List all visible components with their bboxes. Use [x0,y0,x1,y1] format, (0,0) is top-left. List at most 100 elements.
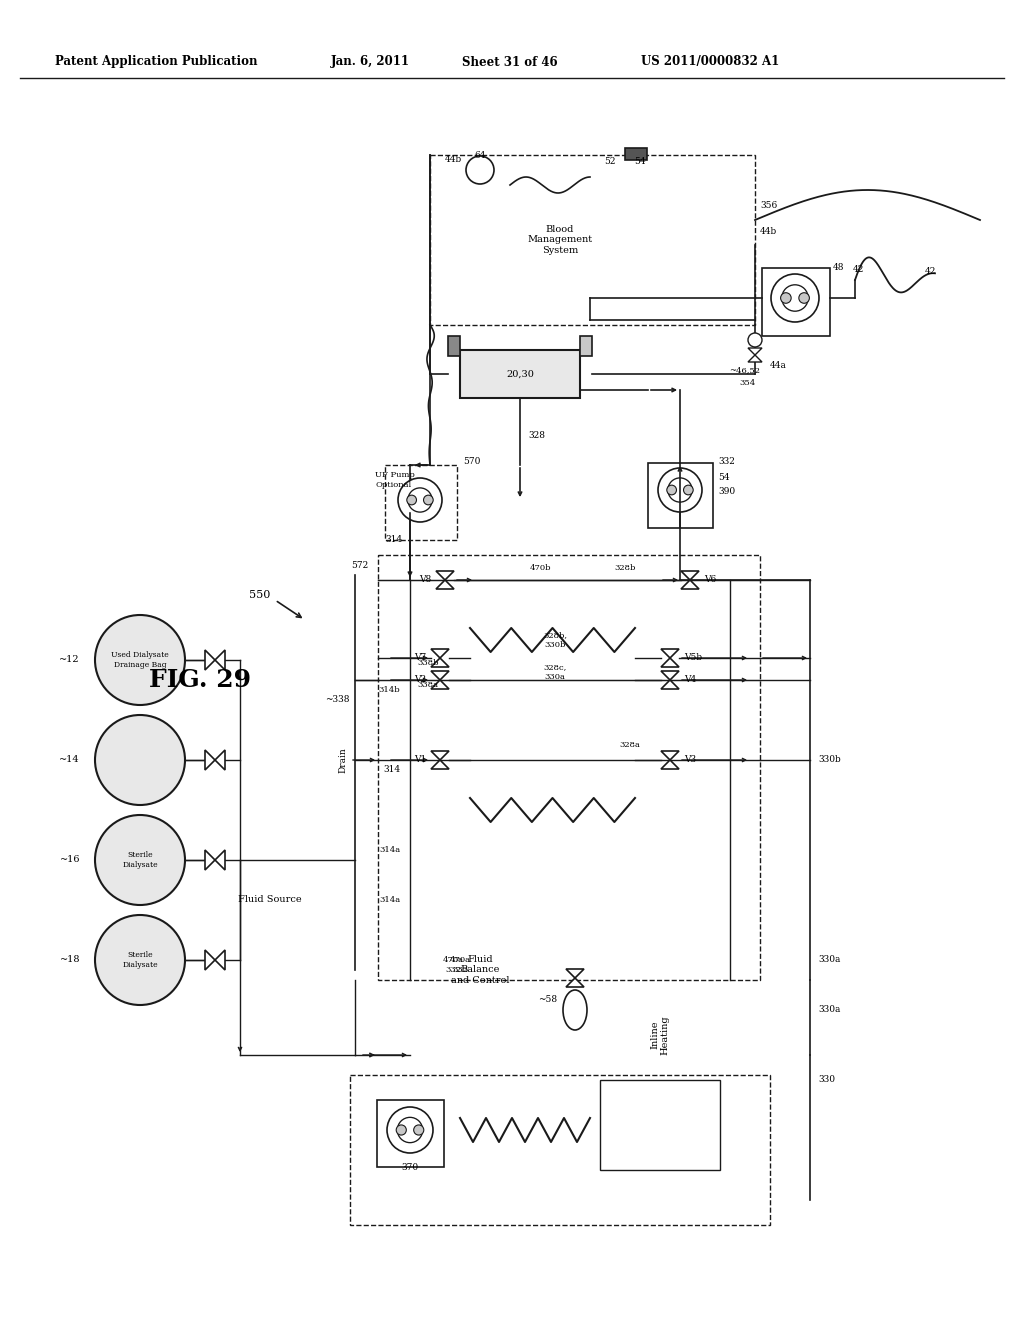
Circle shape [95,814,185,906]
Bar [350,1074,770,1225]
Text: 54: 54 [634,157,646,166]
Polygon shape [436,579,454,589]
Circle shape [667,486,677,495]
Text: V8: V8 [419,576,431,585]
Text: 570: 570 [463,458,480,466]
Text: 338a: 338a [418,681,438,689]
Text: 42: 42 [853,265,864,275]
Polygon shape [662,751,679,760]
Text: 64: 64 [474,150,485,160]
Text: ~12: ~12 [59,656,80,664]
Text: 550: 550 [249,590,270,601]
Text: 44b: 44b [445,156,462,165]
Polygon shape [662,760,679,770]
Text: 338b: 338b [417,659,438,667]
Text: 390: 390 [718,487,735,496]
Text: Sheet 31 of 46: Sheet 31 of 46 [462,55,558,69]
Polygon shape [436,572,454,579]
Circle shape [95,615,185,705]
Ellipse shape [563,990,587,1030]
Text: Inline
Heating: Inline Heating [650,1015,670,1055]
Circle shape [466,156,494,183]
Bar [600,1080,720,1170]
Text: Blood
Management
System: Blood Management System [527,226,593,255]
Text: V6: V6 [705,576,716,585]
Bar [385,465,457,540]
Polygon shape [215,649,225,671]
Text: 20,30: 20,30 [506,370,534,379]
Polygon shape [566,969,584,978]
Polygon shape [681,572,699,579]
Text: V2: V2 [414,676,426,685]
Polygon shape [431,657,449,667]
Polygon shape [215,850,225,870]
Text: 370: 370 [401,1163,419,1172]
Text: 356: 356 [760,201,777,210]
Polygon shape [748,348,762,355]
Text: V1: V1 [414,755,426,764]
Polygon shape [431,649,449,657]
Text: 354: 354 [740,379,756,387]
Circle shape [407,495,417,504]
Polygon shape [205,850,215,870]
Circle shape [780,293,792,304]
Polygon shape [431,671,449,680]
Text: 328: 328 [528,430,545,440]
Circle shape [799,293,809,304]
Bar [377,1100,444,1167]
Text: ~14: ~14 [59,755,80,764]
Polygon shape [205,649,215,671]
Polygon shape [681,579,699,589]
Text: Fluid
Balance
and Control: Fluid Balance and Control [451,956,509,985]
Text: 328b,
330b: 328b, 330b [543,631,567,648]
Text: 314: 314 [385,536,402,544]
Polygon shape [431,751,449,760]
Text: 54: 54 [718,474,730,483]
Polygon shape [662,680,679,689]
Text: 314a: 314a [379,846,400,854]
Circle shape [95,715,185,805]
Text: V5b: V5b [684,653,702,663]
Circle shape [396,1125,407,1135]
Text: 470b: 470b [529,564,551,572]
Text: ~18: ~18 [59,956,80,965]
Text: 328a: 328a [620,741,640,748]
Text: UF Pump
Optional: UF Pump Optional [375,471,415,488]
Polygon shape [431,680,449,689]
Bar [580,337,592,356]
Bar [378,554,760,979]
Polygon shape [215,950,225,970]
Text: Patent Application Publication: Patent Application Publication [55,55,257,69]
Text: 330: 330 [818,1076,835,1085]
Bar [430,154,755,325]
Text: Sterile
Dialysate: Sterile Dialysate [122,851,158,869]
Circle shape [414,1125,424,1135]
Text: 328c,
330a: 328c, 330a [544,664,566,681]
Text: US 2011/0000832 A1: US 2011/0000832 A1 [641,55,779,69]
Polygon shape [662,657,679,667]
Circle shape [658,469,702,512]
Bar [460,350,580,399]
Text: 44a: 44a [770,360,786,370]
Text: 42: 42 [925,268,936,276]
Text: ~58: ~58 [539,995,557,1005]
Polygon shape [748,355,762,362]
Text: 470a
332: 470a 332 [450,957,470,974]
Polygon shape [205,950,215,970]
Polygon shape [431,760,449,770]
Text: 44b: 44b [760,227,777,236]
Text: 330b: 330b [818,755,841,764]
Text: Jan. 6, 2011: Jan. 6, 2011 [331,55,410,69]
Bar [762,268,830,337]
Text: V3: V3 [684,755,696,764]
Text: ~16: ~16 [59,855,80,865]
Circle shape [387,1107,433,1152]
Circle shape [748,333,762,347]
Text: 314b: 314b [379,686,400,694]
Circle shape [684,486,693,495]
Bar [625,148,647,160]
Text: ~338: ~338 [326,696,350,705]
Text: 470a
332: 470a 332 [442,957,464,974]
Circle shape [95,915,185,1005]
Text: Fluid Source: Fluid Source [239,895,302,904]
